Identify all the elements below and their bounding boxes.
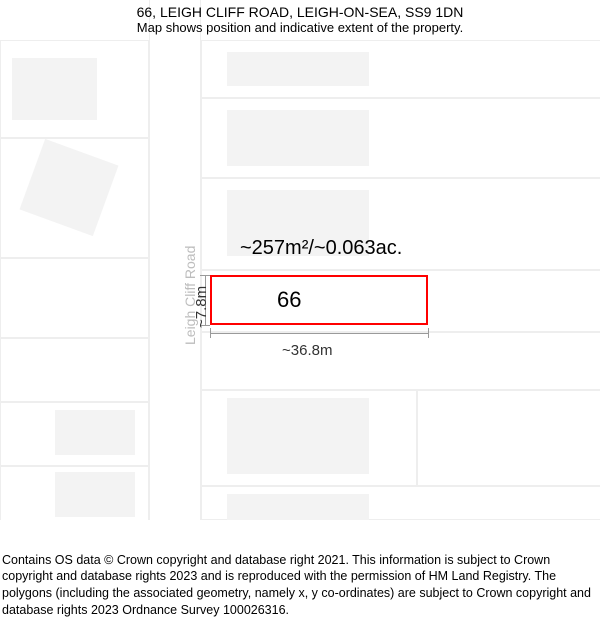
house-number: 66 [277, 287, 301, 313]
building [227, 110, 369, 166]
building [227, 494, 369, 520]
highlighted-property [210, 275, 428, 325]
height-dim-tick [200, 275, 210, 276]
page-title: 66, LEIGH CLIFF ROAD, LEIGH-ON-SEA, SS9 … [0, 4, 600, 20]
page-subtitle: Map shows position and indicative extent… [0, 20, 600, 35]
copyright-footer: Contains OS data © Crown copyright and d… [2, 552, 594, 620]
parcel-right [417, 390, 600, 486]
width-dim-tick [210, 328, 211, 338]
header: 66, LEIGH CLIFF ROAD, LEIGH-ON-SEA, SS9 … [0, 0, 600, 35]
parcel-left [0, 258, 149, 338]
building [227, 52, 369, 86]
width-dim-line [210, 333, 428, 334]
building [227, 398, 369, 474]
width-dim-tick [428, 328, 429, 338]
height-dim-label: ~7.8m [193, 286, 210, 328]
parcel-left [0, 338, 149, 402]
width-dim-label: ~36.8m [282, 342, 332, 359]
map-canvas: Leigh Cliff Road66~257m²/~0.063ac.~36.8m… [0, 0, 600, 520]
building [55, 472, 135, 517]
parcel-right [201, 332, 600, 390]
area-label: ~257m²/~0.063ac. [240, 237, 402, 260]
building [12, 58, 97, 120]
building [55, 410, 135, 455]
